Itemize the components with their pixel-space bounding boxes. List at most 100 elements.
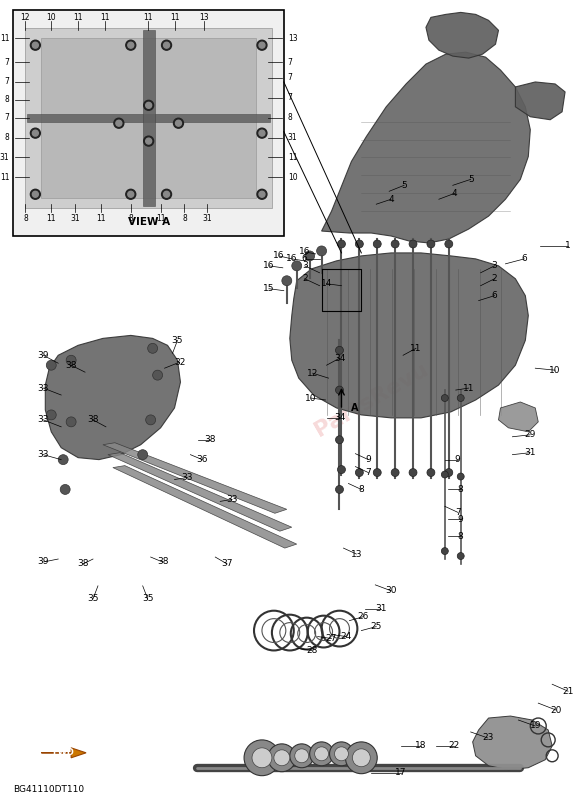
Text: 27: 27: [326, 634, 337, 643]
Circle shape: [128, 191, 134, 198]
Polygon shape: [27, 114, 270, 122]
Text: 8: 8: [182, 214, 187, 222]
Text: 19: 19: [530, 722, 541, 730]
Polygon shape: [142, 30, 155, 206]
Circle shape: [162, 190, 171, 199]
Text: 7: 7: [5, 58, 9, 66]
Circle shape: [259, 191, 265, 198]
Circle shape: [66, 355, 76, 366]
Text: 3: 3: [492, 262, 497, 270]
Circle shape: [335, 346, 343, 354]
Text: 11: 11: [96, 214, 106, 222]
Circle shape: [391, 240, 399, 248]
Text: 35: 35: [87, 594, 99, 603]
Text: 16: 16: [273, 251, 285, 260]
Circle shape: [427, 469, 435, 477]
Circle shape: [353, 749, 371, 766]
Circle shape: [32, 130, 38, 136]
Text: 10: 10: [46, 13, 56, 22]
Circle shape: [138, 450, 148, 460]
Circle shape: [146, 138, 152, 144]
Circle shape: [409, 469, 417, 477]
Circle shape: [457, 553, 464, 559]
Text: 11: 11: [143, 13, 152, 22]
Circle shape: [146, 415, 156, 425]
Circle shape: [252, 748, 272, 768]
Text: 11: 11: [463, 383, 474, 393]
Text: 9: 9: [365, 455, 371, 464]
Text: 28: 28: [306, 646, 317, 655]
Circle shape: [356, 469, 364, 477]
Text: 15: 15: [263, 284, 274, 293]
Text: 36: 36: [197, 455, 208, 464]
Circle shape: [441, 471, 448, 478]
Circle shape: [259, 42, 265, 48]
Text: 26: 26: [358, 612, 369, 621]
Polygon shape: [41, 748, 86, 758]
Text: 39: 39: [38, 558, 49, 566]
Circle shape: [335, 747, 349, 761]
Text: 31: 31: [375, 604, 387, 614]
Text: FWD: FWD: [52, 748, 74, 758]
Text: 31: 31: [525, 448, 536, 457]
Circle shape: [457, 394, 464, 402]
Text: 8: 8: [358, 485, 364, 494]
Text: 34: 34: [334, 414, 345, 422]
Polygon shape: [290, 253, 528, 418]
Text: 11: 11: [100, 13, 109, 22]
Polygon shape: [45, 335, 181, 460]
Text: 16: 16: [299, 247, 310, 257]
Text: 35: 35: [172, 336, 183, 345]
Circle shape: [46, 360, 56, 370]
Circle shape: [175, 120, 181, 126]
Text: 13: 13: [200, 13, 209, 22]
Circle shape: [282, 276, 292, 286]
Circle shape: [338, 466, 346, 474]
Circle shape: [30, 128, 41, 138]
Circle shape: [290, 744, 314, 768]
Text: 5: 5: [468, 175, 474, 184]
Circle shape: [305, 251, 314, 261]
Polygon shape: [472, 716, 552, 770]
Circle shape: [445, 469, 453, 477]
Circle shape: [317, 246, 327, 256]
Circle shape: [126, 40, 135, 50]
Text: PartsRevu: PartsRevu: [311, 359, 432, 441]
Circle shape: [244, 740, 280, 776]
Circle shape: [274, 750, 290, 766]
Circle shape: [356, 240, 364, 248]
Circle shape: [30, 40, 41, 50]
Text: 11: 11: [170, 13, 179, 22]
Text: 25: 25: [371, 622, 382, 631]
Circle shape: [60, 485, 70, 494]
Text: 38: 38: [65, 361, 77, 370]
Text: 18: 18: [415, 742, 427, 750]
Circle shape: [32, 191, 38, 198]
Circle shape: [259, 130, 265, 136]
Polygon shape: [108, 453, 292, 531]
Text: 7: 7: [5, 78, 9, 86]
Text: 13: 13: [288, 34, 298, 42]
Text: 33: 33: [226, 495, 238, 504]
Circle shape: [346, 742, 378, 774]
Text: 35: 35: [142, 594, 153, 603]
Circle shape: [257, 190, 267, 199]
Circle shape: [30, 190, 41, 199]
Text: 16: 16: [263, 262, 274, 270]
Text: BG41110DT110: BG41110DT110: [13, 785, 85, 794]
Circle shape: [441, 547, 448, 554]
Text: 10: 10: [288, 173, 298, 182]
Text: 31: 31: [288, 133, 298, 142]
Circle shape: [114, 118, 124, 128]
Text: 29: 29: [525, 430, 536, 439]
Circle shape: [335, 436, 343, 444]
Polygon shape: [499, 402, 538, 432]
Circle shape: [164, 42, 170, 48]
Circle shape: [257, 40, 267, 50]
Text: 38: 38: [204, 435, 216, 444]
Circle shape: [310, 742, 334, 766]
Text: 11: 11: [74, 13, 83, 22]
Text: 5: 5: [401, 181, 407, 190]
Text: 3: 3: [302, 262, 307, 270]
Circle shape: [457, 473, 464, 480]
